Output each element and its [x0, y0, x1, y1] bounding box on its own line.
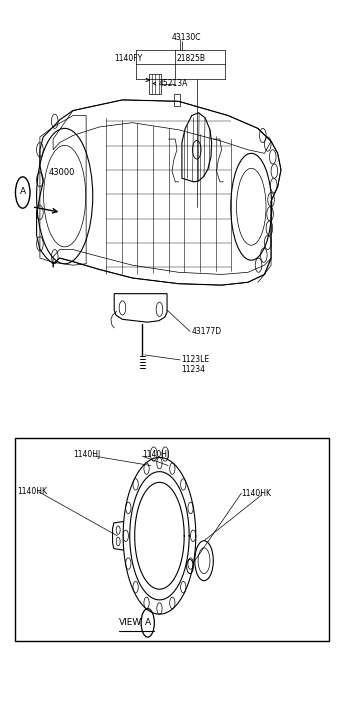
Text: A: A	[20, 188, 26, 196]
Text: 11234: 11234	[181, 365, 205, 374]
Text: 1140HK: 1140HK	[17, 487, 47, 497]
Text: 1140HJ: 1140HJ	[73, 450, 100, 459]
Bar	[149, 74, 161, 95]
Text: 1123LE: 1123LE	[181, 355, 209, 364]
Bar	[15, 438, 329, 641]
Text: 1140FY: 1140FY	[114, 54, 142, 63]
Text: 43177D: 43177D	[191, 327, 221, 336]
Text: 43130C: 43130C	[172, 33, 202, 41]
Text: 45213A: 45213A	[158, 79, 187, 88]
Bar	[174, 95, 180, 105]
Text: 1140HK: 1140HK	[241, 489, 271, 498]
Text: 21825B: 21825B	[177, 54, 206, 63]
Text: 43000: 43000	[48, 168, 75, 177]
Text: A: A	[145, 619, 151, 627]
Text: VIEW: VIEW	[119, 619, 142, 627]
Text: 1140HJ: 1140HJ	[142, 450, 170, 459]
